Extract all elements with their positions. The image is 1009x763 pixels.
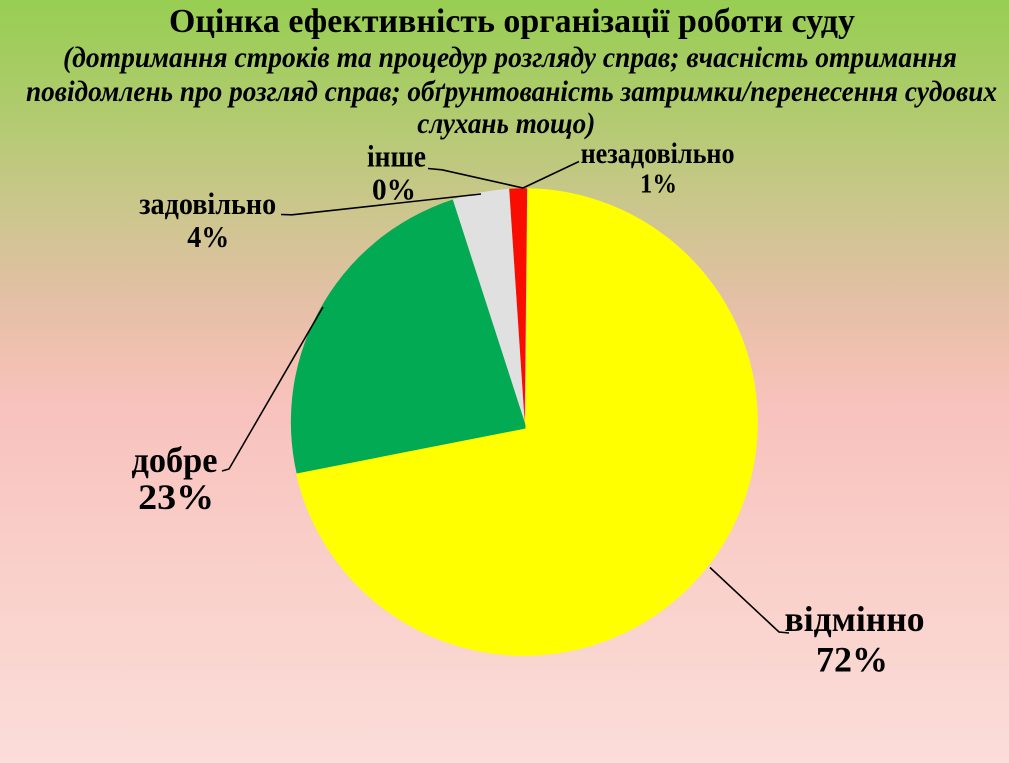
svg-text:4%: 4%	[187, 219, 229, 254]
svg-text:задовільно: задовільно	[139, 186, 276, 221]
svg-text:слухань тощо): слухань тощо)	[417, 107, 595, 140]
svg-text:незадовільно: незадовільно	[581, 137, 735, 170]
svg-text:Оцінка ефективність організаці: Оцінка ефективність організації роботи с…	[169, 3, 855, 40]
svg-text:добре: добре	[132, 440, 218, 480]
svg-text:72%: 72%	[816, 639, 888, 679]
svg-text:інше: інше	[367, 139, 426, 174]
svg-text:0%: 0%	[372, 172, 416, 207]
svg-text:23%: 23%	[138, 477, 214, 517]
svg-text:відмінно: відмінно	[785, 599, 925, 639]
svg-text:(дотримання строків та процеду: (дотримання строків та процедур розгляду…	[63, 41, 957, 74]
svg-text:повідомлень про розгляд справ;: повідомлень про розгляд справ; обґрунтов…	[26, 75, 997, 108]
svg-text:1%: 1%	[640, 168, 677, 198]
